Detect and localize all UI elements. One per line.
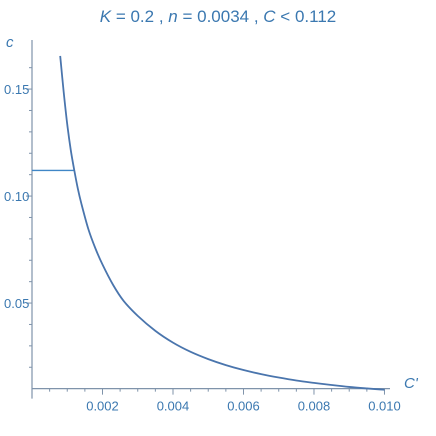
y-tick-label: 0.10 bbox=[4, 189, 29, 204]
x-tick-label: 0.004 bbox=[157, 399, 190, 414]
title-part: < 0.112 bbox=[276, 7, 337, 26]
x-tick-label: 0.002 bbox=[86, 399, 119, 414]
minor-ticks bbox=[29, 67, 368, 392]
title-part: = 0.0034 , bbox=[178, 7, 264, 26]
series-line bbox=[59, 55, 385, 391]
x-tick-label: 0.010 bbox=[368, 399, 401, 414]
y-tick-label: 0.05 bbox=[4, 296, 29, 311]
y-axis-label: c bbox=[6, 34, 14, 51]
major-ticks bbox=[26, 88, 385, 395]
chart-title: K = 0.2 , n = 0.0034 , C < 0.112 bbox=[100, 7, 336, 26]
title-part: = 0.2 , bbox=[111, 7, 168, 26]
y-tick-label: 0.15 bbox=[4, 82, 29, 97]
title-part: C bbox=[263, 7, 276, 26]
x-tick-label: 0.008 bbox=[298, 399, 331, 414]
tick-labels: 0.002 0.004 0.006 0.008 0.010 0.05 0.10 0.15 bbox=[4, 82, 401, 414]
title-part: n bbox=[168, 7, 177, 26]
x-tick-label: 0.006 bbox=[227, 399, 260, 414]
title-part: K bbox=[100, 7, 112, 26]
x-axis-label: C' bbox=[404, 375, 419, 392]
